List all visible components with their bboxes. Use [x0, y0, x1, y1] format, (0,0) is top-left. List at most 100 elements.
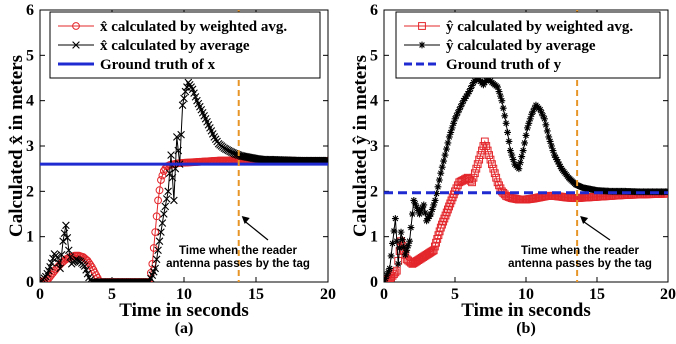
- data-point: [444, 139, 452, 147]
- legend-label: x̂ calculated by weighted avg.: [100, 19, 287, 35]
- data-point: [545, 133, 553, 141]
- data-point: [549, 147, 557, 154]
- panel-label: (b): [516, 320, 536, 337]
- data-point: [406, 237, 413, 245]
- data-point: [499, 104, 507, 112]
- y-tick-label: 1: [26, 229, 34, 246]
- data-point: [149, 244, 158, 252]
- data-point: [394, 260, 402, 268]
- data-point: [187, 83, 195, 91]
- data-point: [65, 246, 73, 255]
- data-point: [161, 202, 170, 211]
- data-point: [162, 195, 171, 203]
- legend-item: x̂ calculated by average: [58, 38, 250, 54]
- data-point: [470, 169, 479, 178]
- panel-a: 0 5 10 15 20 0 1 2 3 4 5 6 Time in seconds Calculated…: [6, 2, 336, 337]
- y-tick-label: 5: [26, 47, 34, 64]
- data-point: [516, 159, 524, 167]
- data-point: [173, 133, 181, 141]
- data-point: [552, 153, 559, 161]
- data-point: [427, 210, 435, 218]
- data-point: [424, 215, 432, 222]
- data-point: [63, 234, 72, 242]
- data-point: [495, 88, 503, 95]
- x-axis-label: Time in seconds: [461, 300, 591, 321]
- data-point: [555, 160, 563, 168]
- x-tick-label: 0: [36, 286, 44, 303]
- annotation-arrowhead: [241, 216, 250, 224]
- data-point: [152, 212, 161, 221]
- data-point: [160, 210, 168, 218]
- data-point: [401, 251, 409, 259]
- data-point: [468, 178, 476, 187]
- series-1: [40, 78, 328, 282]
- data-point: [482, 142, 491, 150]
- x-tick-label: 0: [380, 286, 388, 303]
- data-point: [538, 109, 546, 117]
- x-tick-label: 15: [248, 286, 264, 303]
- data-point: [384, 271, 391, 279]
- data-point: [541, 115, 548, 123]
- data-point: [437, 169, 445, 177]
- data-point: [53, 253, 62, 261]
- y-tick-label: 5: [370, 47, 378, 64]
- legend: ŷ calculated by weighted avg. ŷ calcula…: [395, 11, 661, 79]
- legend-item: Ground truth of x: [58, 57, 216, 73]
- x-tick-label: 5: [108, 286, 116, 303]
- annotation-text: Time when the reader: [521, 245, 640, 257]
- legend-box: [49, 11, 321, 79]
- x-tick-label: 10: [518, 286, 534, 303]
- data-point: [178, 101, 187, 109]
- data-point: [454, 109, 462, 117]
- data-point: [443, 145, 450, 153]
- data-point: [467, 85, 475, 92]
- legend-marker: [418, 41, 426, 49]
- data-point: [458, 100, 466, 108]
- annotation-text: Time when the reader: [179, 245, 298, 257]
- data-point: [464, 90, 472, 98]
- data-point: [164, 187, 172, 196]
- data-point: [431, 197, 439, 204]
- annotation-text: antenna passes by the tag: [166, 258, 310, 270]
- data-point: [486, 155, 495, 164]
- data-point: [448, 124, 456, 132]
- data-point: [455, 106, 463, 114]
- data-point: [384, 275, 389, 282]
- data-point: [416, 210, 423, 218]
- data-point: [152, 255, 161, 264]
- data-point: [489, 164, 498, 173]
- data-point: [433, 190, 440, 197]
- data-point: [404, 242, 412, 250]
- y-tick-label: 4: [370, 93, 378, 110]
- data-point: [469, 173, 478, 182]
- data-point: [528, 110, 536, 118]
- data-point: [384, 268, 392, 276]
- data-point: [170, 196, 178, 205]
- data-point: [413, 203, 421, 211]
- data-point: [522, 132, 530, 139]
- data-point: [155, 186, 164, 195]
- data-point: [457, 103, 465, 111]
- data-point: [546, 138, 554, 145]
- plot-area: [40, 78, 328, 282]
- legend-label: ŷ calculated by average: [446, 38, 596, 54]
- data-point: [497, 92, 504, 100]
- data-point: [157, 176, 165, 184]
- data-point: [482, 76, 490, 84]
- data-point: [56, 264, 64, 273]
- data-point: [417, 207, 425, 215]
- data-point: [524, 124, 531, 132]
- data-point: [543, 127, 551, 135]
- data-point: [409, 210, 416, 218]
- data-point: [397, 228, 405, 236]
- data-point: [180, 94, 188, 103]
- y-tick-label: 2: [26, 183, 34, 200]
- data-point: [411, 200, 419, 208]
- data-point: [151, 264, 159, 273]
- data-point: [386, 265, 394, 272]
- legend-marker: [72, 41, 80, 49]
- data-point: [441, 151, 449, 159]
- data-point: [210, 133, 219, 141]
- data-point: [393, 237, 401, 245]
